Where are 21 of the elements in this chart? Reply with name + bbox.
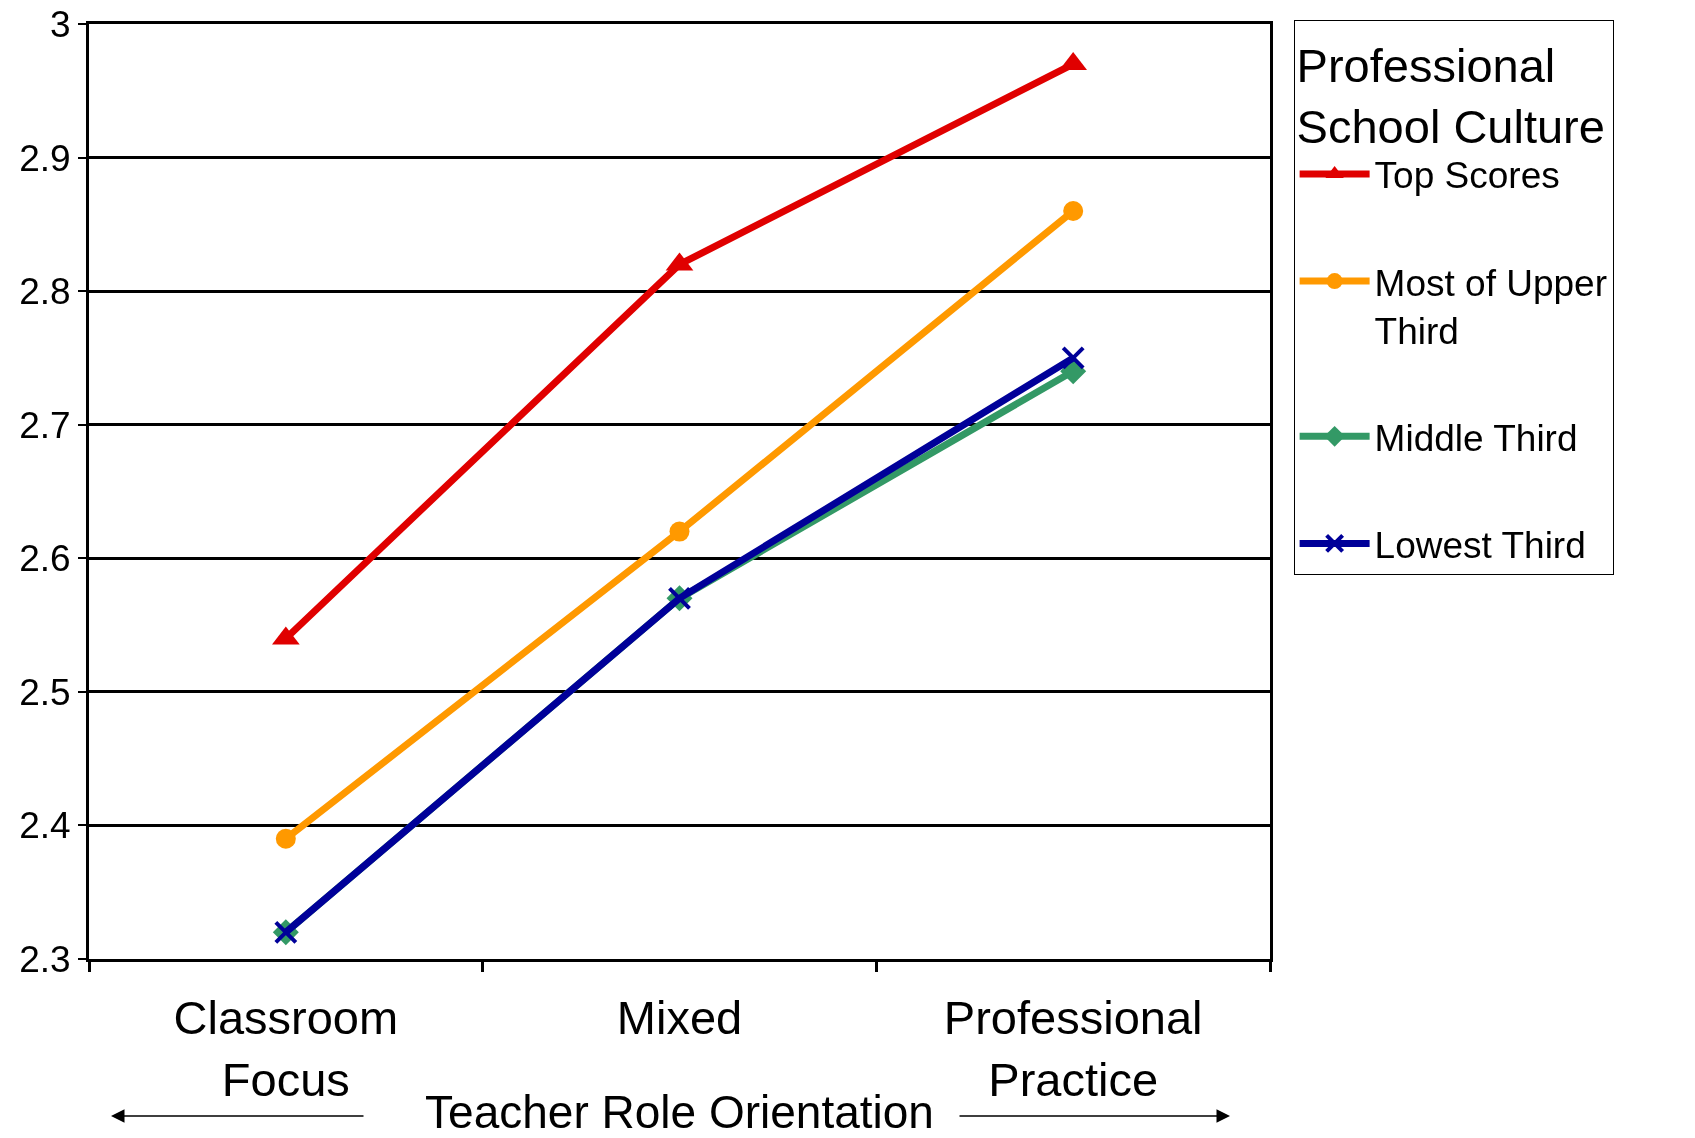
y-tick-label: 2.6 [19,538,71,580]
y-tick-label: 2.9 [19,137,71,179]
x-tick-label: Mixed [616,991,743,1045]
legend-label: Most of Upper Third [1374,262,1607,352]
y-tick-label: 3 [50,3,71,45]
point [669,521,690,542]
legend-label: Middle Third [1374,417,1578,459]
y-tick-label: 2.8 [19,271,71,313]
point [275,828,296,849]
x-tick-label: Professional Practice [943,991,1203,1106]
legend-label: Lowest Third [1374,524,1586,566]
legend-title: Professional School Culture [1296,39,1605,154]
y-tick-label: 2.5 [19,671,71,713]
x-tick-label: Classroom Focus [173,991,399,1106]
x-axis-title: Teacher Role Orientation [425,1086,934,1138]
point [1063,201,1084,221]
y-tick-label: 2.4 [19,805,71,847]
y-tick-label: 2.7 [19,404,71,446]
legend-label: Top Scores [1374,155,1560,197]
y-tick-label: 2.3 [19,938,71,980]
point [1061,345,1086,370]
